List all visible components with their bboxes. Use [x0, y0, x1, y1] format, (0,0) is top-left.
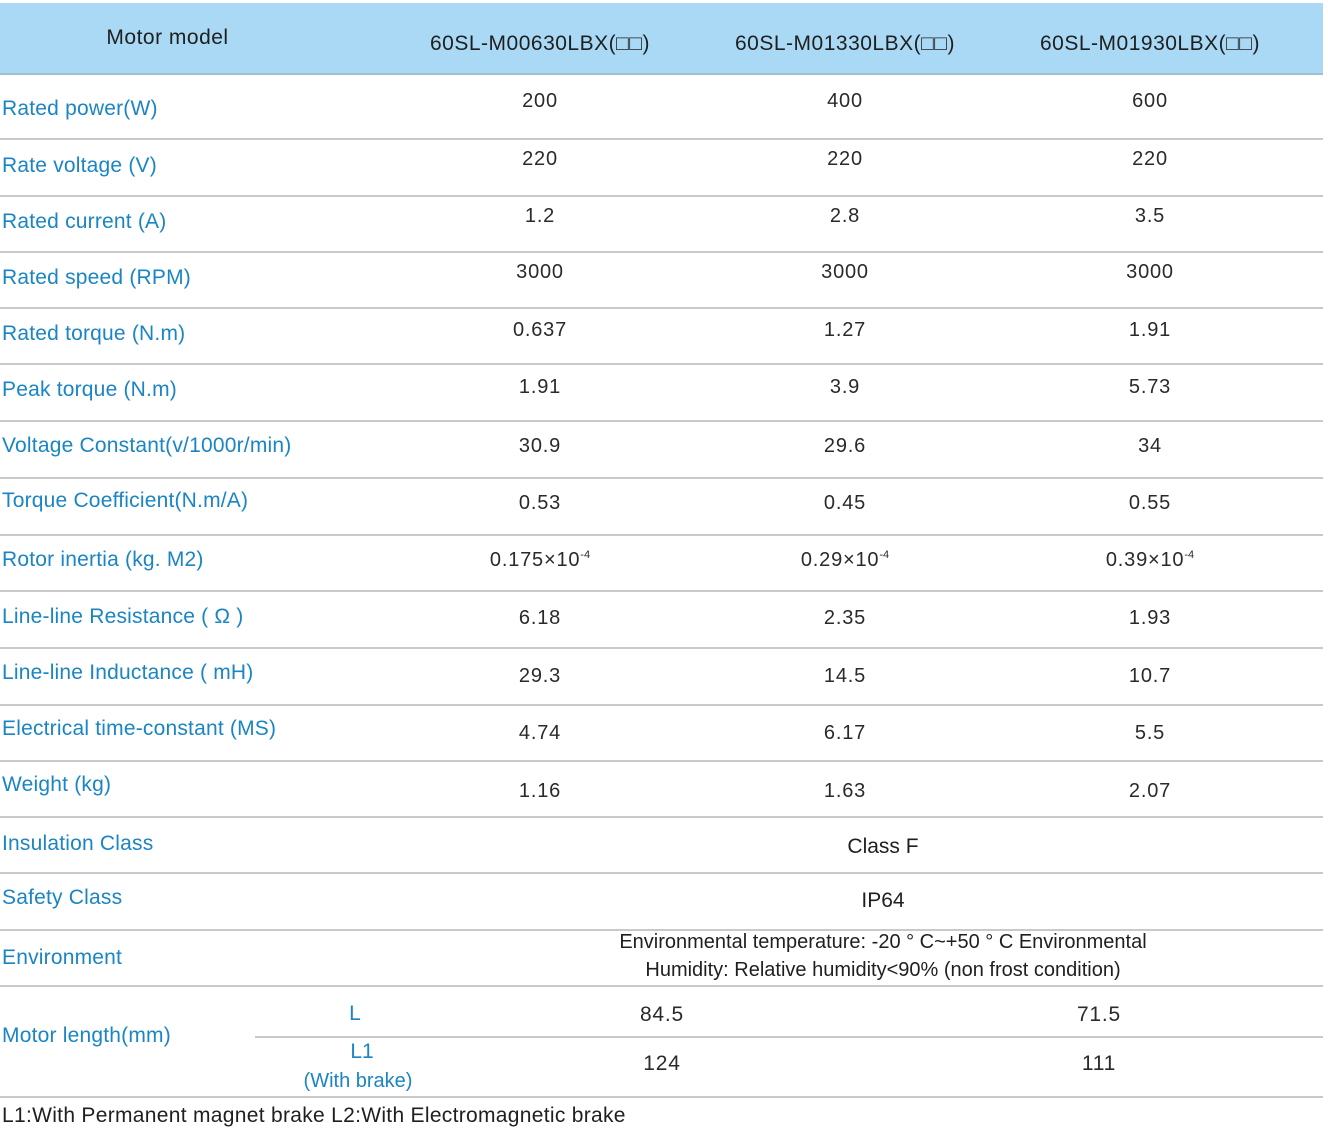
L1-value-1: 124 [643, 1052, 681, 1075]
row-value: 3000 [1126, 261, 1174, 283]
row-value: 3.9 [829, 376, 861, 398]
table-row: Line-line Resistance ( Ω ) 6.18 2.35 1.9… [0, 592, 1323, 649]
header-model-3: 60SL-M01930LBX(□□) [1040, 32, 1260, 55]
row-label: Rated torque (N.m) [2, 322, 186, 345]
row-value: 2.07 [1128, 780, 1172, 802]
row-label: Rated speed (RPM) [2, 266, 191, 289]
row-value: 10.7 [1128, 665, 1172, 687]
L1-label: L1 [350, 1040, 374, 1063]
table-row: Torque Coefficient(N.m/A) 0.53 0.45 0.55 [0, 479, 1323, 536]
row-value: 220 [1132, 148, 1168, 170]
row-value: 30.9 [518, 435, 562, 457]
row-value: 400 [827, 90, 863, 112]
row-value: 14.5 [823, 665, 867, 687]
row-value: 6.18 [518, 607, 562, 629]
table-row: Rate voltage (V) 220 220 220 [0, 140, 1323, 197]
environment-line-1: Environmental temperature: -20 ° C~+50 °… [619, 931, 1147, 953]
row-value: 2.35 [823, 607, 867, 629]
motor-length-label: Motor length(mm) [2, 1024, 171, 1047]
exponent: -4 [1184, 549, 1195, 561]
row-value: 3000 [821, 261, 869, 283]
row-value: 2.8 [829, 205, 861, 227]
divider [255, 1036, 1323, 1038]
header-label: Motor model [106, 26, 229, 49]
row-label: Rotor inertia (kg. M2) [2, 548, 204, 571]
row-label: Torque Coefficient(N.m/A) [2, 489, 249, 512]
table-row: Weight (kg) 1.16 1.63 2.07 [0, 762, 1323, 818]
inertia-value: 0.39×10-4 [1105, 549, 1195, 571]
table-row: Safety Class IP64 [0, 874, 1323, 931]
safety-value: IP64 [861, 889, 905, 912]
table-row: Insulation Class Class F [0, 818, 1323, 874]
header-model-1: 60SL-M00630LBX(□□) [430, 32, 650, 55]
L1-note: (With brake) [303, 1070, 413, 1092]
row-value: 3000 [516, 261, 564, 283]
inertia-value: 0.29×10-4 [800, 549, 890, 571]
row-label: Peak torque (N.m) [2, 378, 177, 401]
row-label: Rate voltage (V) [2, 154, 157, 177]
table-row: Rated speed (RPM) 3000 3000 3000 [0, 253, 1323, 309]
table-row: Environment Environmental temperature: -… [0, 931, 1323, 987]
table-row: Rated power(W) 200 400 600 [0, 75, 1323, 140]
row-value: 29.3 [518, 665, 562, 687]
row-label: Rated current (A) [2, 210, 167, 233]
header-model-2: 60SL-M01330LBX(□□) [735, 32, 955, 55]
row-value: 0.637 [512, 319, 568, 341]
footnote: L1:With Permanent magnet brake L2:With E… [2, 1104, 626, 1127]
row-label: Line-line Resistance ( Ω ) [2, 605, 244, 628]
row-value: 220 [827, 148, 863, 170]
row-label: Voltage Constant(v/1000r/min) [2, 434, 292, 457]
row-value: 6.17 [823, 722, 867, 744]
table-header: Motor model 60SL-M00630LBX(□□) 60SL-M013… [0, 3, 1323, 75]
table-row: Voltage Constant(v/1000r/min) 30.9 29.6 … [0, 422, 1323, 479]
row-value: 0.45 [823, 492, 867, 514]
row-value: 4.74 [518, 722, 562, 744]
row-label: Insulation Class [2, 832, 154, 855]
table-row: Rated torque (N.m) 0.637 1.27 1.91 [0, 309, 1323, 365]
insulation-value: Class F [847, 835, 919, 858]
row-value: 5.5 [1134, 722, 1166, 744]
row-label: Rated power(W) [2, 97, 158, 120]
table-row: Rotor inertia (kg. M2) 0.175×10-4 0.29×1… [0, 536, 1323, 592]
exponent: -4 [580, 549, 591, 561]
L-value-1: 84.5 [639, 1003, 685, 1026]
L-label: L [349, 1002, 361, 1025]
row-value: 1.93 [1128, 607, 1172, 629]
table-row: Line-line Inductance ( mH) 29.3 14.5 10.… [0, 649, 1323, 706]
row-value: 1.27 [823, 319, 867, 341]
row-value: 220 [522, 148, 558, 170]
divider [0, 1096, 1323, 1098]
row-value: 0.55 [1128, 492, 1172, 514]
inertia-value: 0.175×10-4 [489, 549, 591, 571]
row-label: Electrical time-constant (MS) [2, 717, 277, 740]
row-value: 1.2 [524, 205, 556, 227]
L1-value-2: 111 [1081, 1052, 1117, 1075]
row-value: 34 [1138, 435, 1162, 457]
row-value: 1.91 [518, 376, 562, 398]
table-row: Rated current (A) 1.2 2.8 3.5 [0, 197, 1323, 253]
row-label: Environment [2, 946, 123, 969]
row-value: 200 [522, 90, 558, 112]
row-value: 1.91 [1128, 319, 1172, 341]
row-value: 1.16 [518, 780, 562, 802]
row-value: 0.53 [518, 492, 562, 514]
row-value: 29.6 [823, 435, 867, 457]
row-label: Weight (kg) [2, 773, 112, 796]
row-label: Safety Class [2, 886, 123, 909]
row-value: 3.5 [1134, 205, 1166, 227]
exponent: -4 [879, 549, 890, 561]
row-value: 5.73 [1128, 376, 1172, 398]
environment-line-2: Humidity: Relative humidity<90% (non fro… [645, 959, 1121, 981]
table-row: Electrical time-constant (MS) 4.74 6.17 … [0, 706, 1323, 762]
L-value-2: 71.5 [1076, 1003, 1122, 1026]
row-value: 600 [1132, 90, 1168, 112]
row-label: Line-line Inductance ( mH) [2, 661, 254, 684]
table-row: Peak torque (N.m) 1.91 3.9 5.73 [0, 365, 1323, 422]
row-value: 1.63 [823, 780, 867, 802]
